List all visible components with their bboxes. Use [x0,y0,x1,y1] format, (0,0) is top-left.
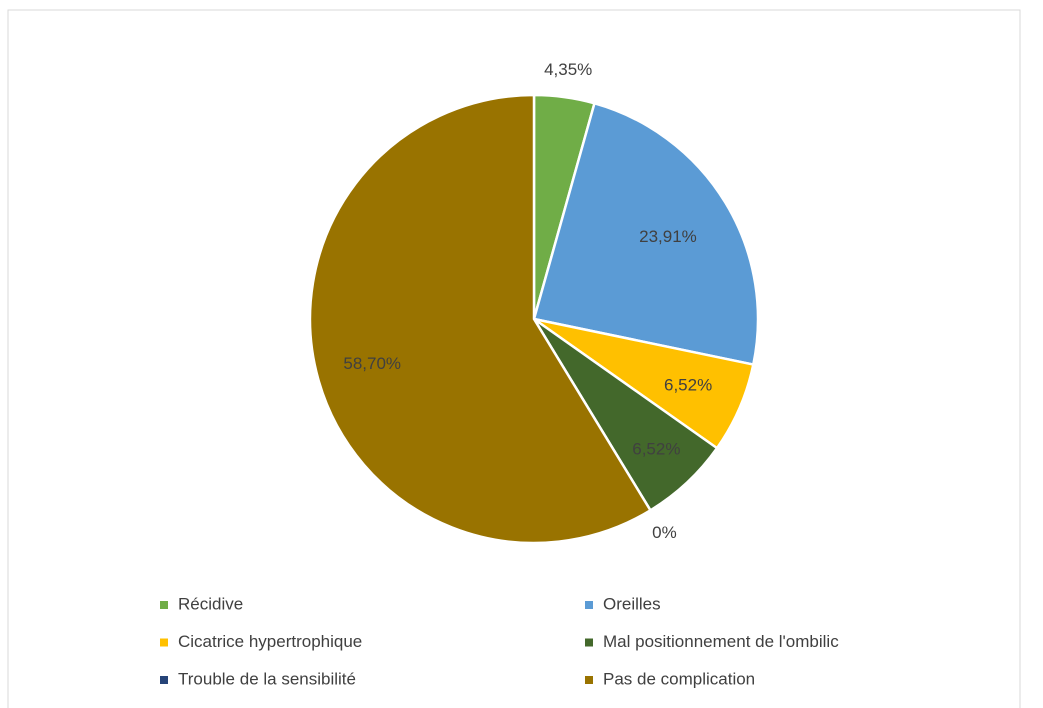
data-label: 58,70% [343,354,401,373]
legend-label: Trouble de la sensibilité [178,669,356,688]
legend-label: Cicatrice hypertrophique [178,632,362,651]
data-label: 0% [652,523,677,542]
pie-slice [532,101,760,367]
legend-label: Récidive [178,594,243,613]
data-label: 6,52% [632,439,680,458]
data-label: 6,52% [664,375,712,394]
legend-swatch [585,601,593,609]
legend-label: Pas de complication [603,669,755,688]
legend-swatch [585,638,593,647]
data-label: 23,91% [639,227,697,246]
data-label: 4,35% [544,60,592,79]
legend-swatch [585,676,593,684]
legend-label: Mal positionnement de l'ombilic [603,632,839,651]
pie-slice [308,93,653,545]
legend-swatch [160,638,168,647]
legend-swatch [160,676,168,684]
legend-label: Oreilles [603,594,661,613]
legend-swatch [160,601,168,609]
